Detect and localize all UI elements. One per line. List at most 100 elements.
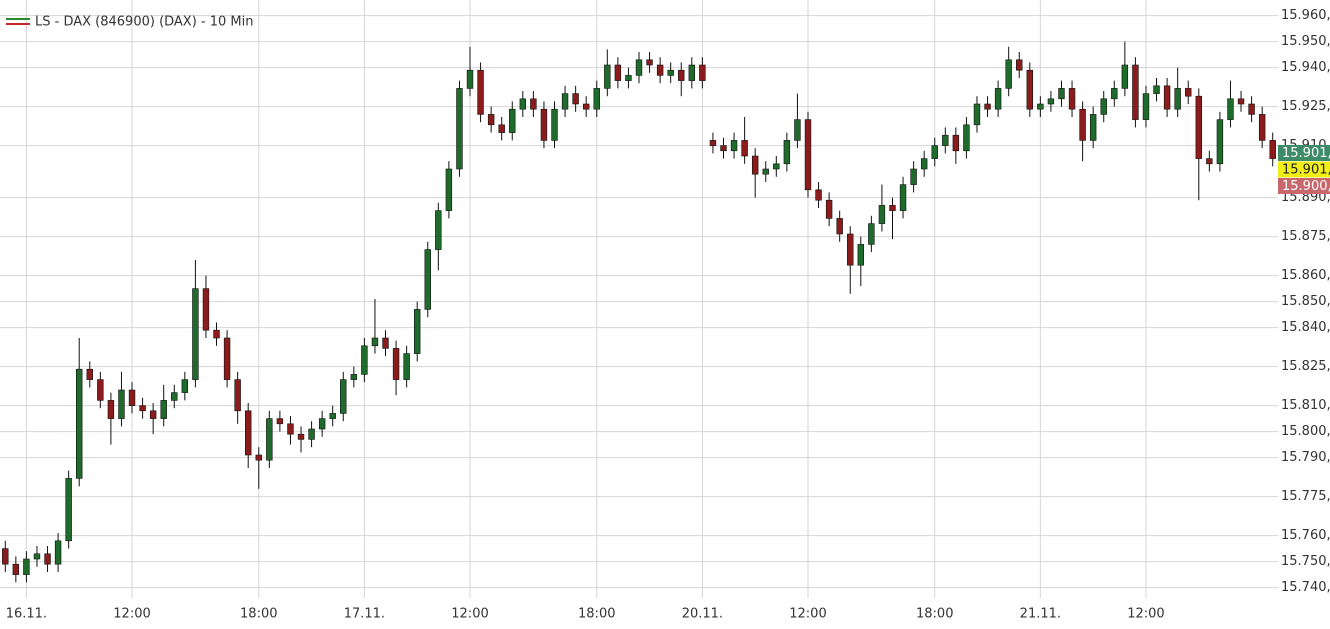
candle-body <box>825 199 833 219</box>
candle-body <box>741 140 748 157</box>
candle-body <box>540 108 548 141</box>
candle-body <box>33 553 41 560</box>
candle-body <box>815 189 822 201</box>
candle-body <box>118 389 125 419</box>
candle-body <box>1216 119 1224 165</box>
candle-body <box>561 93 569 110</box>
legend: LS - DAX (846900) (DAX) - 10 Min <box>6 15 254 30</box>
price-tag-label: 15.901, <box>1282 146 1330 161</box>
candle-body <box>1016 59 1023 71</box>
y-tick-label: 15.840,0 <box>1281 320 1330 335</box>
candle-body <box>509 108 516 133</box>
candle-body <box>984 103 991 110</box>
candle-body <box>12 563 20 575</box>
candle-body <box>582 103 590 110</box>
candle-body <box>994 88 1002 110</box>
candle-body <box>1089 114 1097 141</box>
candle-body <box>1163 85 1171 110</box>
candle-body <box>23 558 30 575</box>
candle-body <box>593 88 600 110</box>
candle-body <box>350 374 358 380</box>
y-tick-label: 15.850,0 <box>1281 294 1330 309</box>
x-tick-label: 18:00 <box>916 607 953 622</box>
candle-body <box>730 140 738 152</box>
candle-body <box>857 244 865 266</box>
price-tag-label: 15.900, <box>1282 179 1330 194</box>
candle-body <box>963 124 970 152</box>
candle-body <box>171 392 178 401</box>
candle-body <box>1111 88 1118 100</box>
candle-body <box>646 59 653 66</box>
candle-body <box>1258 114 1266 141</box>
x-tick-label: 12:00 <box>1127 607 1164 622</box>
candle-body <box>456 88 463 170</box>
candle-body <box>678 69 685 81</box>
candle-body <box>1142 93 1150 120</box>
candle-body <box>1153 85 1160 94</box>
candle-body <box>65 478 72 542</box>
candle-body <box>920 158 928 170</box>
y-tick-label: 15.775,0 <box>1281 489 1330 504</box>
candle-body <box>773 163 780 170</box>
candle-body <box>868 223 875 245</box>
candle-body <box>340 379 347 414</box>
candle-body <box>625 75 632 81</box>
candle-body <box>889 205 896 211</box>
candle-body <box>192 288 199 380</box>
candle-body <box>551 108 558 141</box>
candle-body <box>160 400 167 419</box>
y-tick-label: 15.800,0 <box>1281 424 1330 439</box>
candle-body <box>1227 98 1234 120</box>
candle-body <box>847 233 854 266</box>
candle-body <box>614 64 622 81</box>
candle-body <box>1005 59 1012 89</box>
candle-body <box>371 337 379 347</box>
candle-body <box>318 418 326 430</box>
candle-body <box>413 309 421 354</box>
candle-body <box>899 184 907 211</box>
candles <box>2 41 1276 583</box>
grid <box>0 0 1278 598</box>
axes: 15.740,0 15.750,0 15.760,0 15.775,0 15.790,0… <box>6 8 1330 622</box>
candle-body <box>255 454 262 461</box>
candle-body <box>86 368 93 380</box>
candle-body <box>1100 98 1107 115</box>
candle-body <box>1132 64 1139 120</box>
candle-body <box>1248 103 1255 115</box>
y-tick-label: 15.750,0 <box>1281 554 1330 569</box>
candle-body <box>656 64 664 76</box>
candle-body <box>297 433 305 440</box>
x-tick-label: 16.11. <box>6 607 47 622</box>
candle-body <box>466 69 474 89</box>
y-tick-label: 15.925,0 <box>1281 99 1330 114</box>
candle-body <box>213 329 220 339</box>
candle-body <box>245 410 252 456</box>
candle-body <box>1026 69 1033 110</box>
candle-body <box>1037 103 1044 110</box>
candle-body <box>942 134 949 146</box>
candle-body <box>688 64 696 81</box>
candle-body <box>1195 95 1202 159</box>
candle-body <box>572 93 579 105</box>
candle-body <box>519 98 527 110</box>
candle-body <box>181 379 189 393</box>
candle-body <box>424 249 431 310</box>
x-tick-label: 12:00 <box>789 607 826 622</box>
x-tick-label: 17.11. <box>344 607 385 622</box>
x-tick-label: 18:00 <box>240 607 277 622</box>
y-tick-label: 15.790,0 <box>1281 450 1330 465</box>
y-tick-label: 15.860,0 <box>1281 268 1330 283</box>
x-tick-label: 12:00 <box>451 607 488 622</box>
candle-body <box>382 337 389 349</box>
y-tick-label: 15.740,0 <box>1281 580 1330 595</box>
candle-body <box>445 168 453 211</box>
candle-body <box>1237 98 1245 105</box>
price-tag <box>1278 178 1330 194</box>
candle-body <box>1047 98 1055 105</box>
candle-body <box>361 345 368 375</box>
price-tag-label: 15.901, <box>1282 163 1330 178</box>
candle-body <box>392 348 400 380</box>
candle-body <box>44 553 51 565</box>
